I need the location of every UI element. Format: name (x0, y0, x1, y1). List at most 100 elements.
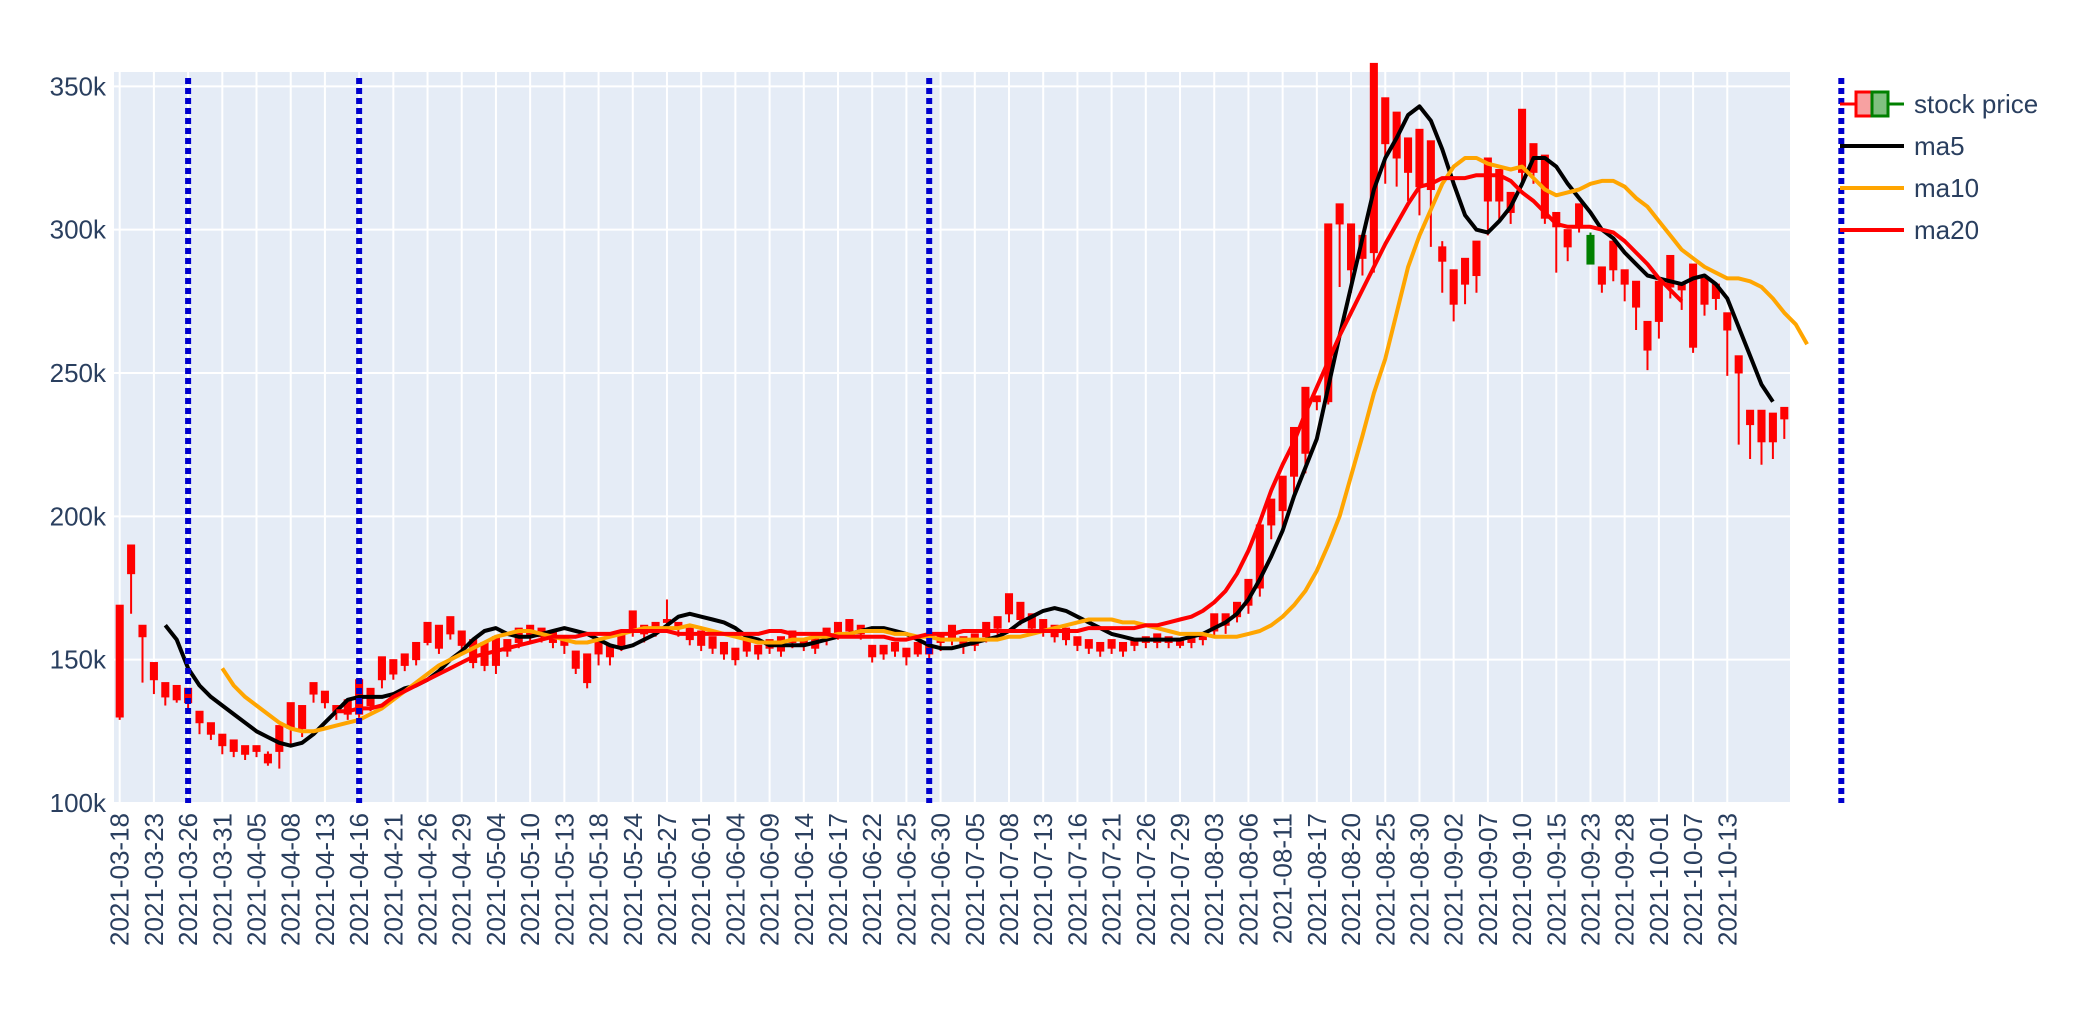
candle-body (1483, 157, 1492, 202)
x-tick-label: 2021-07-13 (1028, 813, 1058, 946)
x-tick-label: 2021-05-10 (515, 813, 545, 946)
candle-body (1381, 97, 1390, 145)
x-tick-label: 2021-04-29 (447, 813, 477, 946)
legend[interactable]: stock price ma5 ma10 ma20 (1840, 89, 2038, 245)
candle-body (229, 739, 238, 752)
y-tick-label: 300k (50, 215, 107, 245)
x-tick-label: 2021-09-28 (1610, 813, 1640, 946)
x-tick-label: 2021-06-22 (857, 813, 887, 946)
ma20-line (336, 173, 1684, 714)
candle-body (890, 641, 900, 652)
legend-increasing-swatch (1870, 90, 1890, 118)
candle-body (241, 745, 250, 755)
candle-body (161, 682, 170, 698)
x-tick-label: 2021-09-15 (1541, 813, 1571, 946)
x-tick-label: 2021-04-21 (378, 813, 408, 946)
legend-label: ma20 (1914, 215, 1979, 245)
x-tick-label: 2021-08-11 (1268, 813, 1298, 944)
candle-body (1757, 409, 1766, 443)
candle-body (263, 753, 272, 764)
y-tick-label: 100k (50, 788, 107, 818)
y-tick-label: 150k (50, 645, 107, 675)
candle-body (1061, 627, 1071, 641)
x-tick-label: 2021-06-25 (891, 813, 921, 946)
candle-body (389, 659, 398, 675)
x-tick-label: 2021-08-25 (1370, 813, 1400, 946)
candle-body (902, 647, 911, 658)
candle-body (320, 690, 329, 704)
x-tick-label: 2021-09-10 (1507, 813, 1537, 946)
x-tick-label: 2021-07-08 (994, 813, 1024, 946)
candle-body (708, 636, 717, 649)
candle-body (1016, 601, 1025, 621)
candle-body (286, 702, 295, 729)
candle-body (457, 630, 466, 646)
candle-body (309, 682, 318, 695)
moving-average-layer (163, 104, 1809, 748)
x-tick-label: 2021-04-13 (310, 813, 340, 946)
x-tick-label: 2021-03-18 (105, 813, 135, 946)
candle-body (400, 653, 409, 666)
x-tick-label: 2021-07-21 (1097, 813, 1127, 946)
candle-body (1495, 168, 1504, 202)
candle-body (731, 647, 740, 661)
candle-body (275, 725, 284, 752)
candle-body (628, 610, 637, 632)
candle-body (1734, 355, 1743, 374)
candle-body (1084, 639, 1093, 649)
x-tick-label: 2021-06-01 (686, 813, 716, 946)
candle-body (115, 604, 124, 718)
x-tick-label: 2021-05-04 (481, 813, 511, 946)
candle-body (1267, 498, 1276, 526)
candle-body (149, 662, 158, 681)
candle-body (1518, 108, 1527, 173)
candle-body (1369, 62, 1378, 254)
candle-body (1096, 641, 1105, 652)
candle-body (1666, 254, 1675, 288)
candle-body (1415, 128, 1424, 188)
x-tick-label: 2021-08-06 (1233, 813, 1263, 946)
candle-body (127, 544, 136, 575)
x-tick-label: 2021-06-30 (926, 813, 956, 946)
candle-body (1632, 280, 1641, 308)
candle-body (434, 624, 443, 649)
x-tick-label: 2021-06-04 (720, 813, 750, 946)
candle-body (1597, 266, 1606, 285)
candle-body (218, 733, 227, 747)
candle-body (1324, 223, 1333, 403)
candle-body (298, 705, 307, 729)
x-tick-label: 2021-04-26 (413, 813, 443, 946)
x-tick-label: 2021-04-05 (242, 813, 272, 946)
candle-body (1723, 312, 1732, 331)
legend-label: stock price (1914, 89, 2038, 119)
legend-item-stock-price[interactable]: stock price (1840, 89, 2038, 119)
vertical-marker-layer (185, 78, 1845, 803)
candle-body (1575, 203, 1584, 228)
x-tick-label: 2021-10-07 (1678, 813, 1708, 946)
legend-item-ma5[interactable]: ma5 (1840, 131, 1965, 161)
candle-body (172, 684, 181, 701)
candle-body (1472, 240, 1481, 277)
candle-body (1107, 639, 1116, 649)
candle-body (446, 616, 455, 635)
x-tick-label: 2021-08-03 (1199, 813, 1229, 946)
legend-item-ma20[interactable]: ma20 (1840, 215, 1979, 245)
x-tick-label: 2021-07-05 (960, 813, 990, 946)
x-tick-label: 2021-06-17 (823, 813, 853, 946)
candle-body (252, 745, 261, 752)
legend-item-ma10[interactable]: ma10 (1840, 173, 1979, 203)
candle-body (1426, 140, 1435, 191)
candle-body (1768, 412, 1777, 443)
candle-body (845, 619, 854, 632)
candle-body (1563, 229, 1572, 248)
candle-body (1461, 257, 1470, 285)
candle-body (1643, 320, 1652, 351)
candle-body (1609, 240, 1618, 271)
candle-body (1347, 223, 1356, 271)
candle-body (1586, 234, 1595, 265)
candle-body (754, 644, 763, 655)
x-tick-label: 2021-06-14 (789, 813, 819, 946)
candle-body (1689, 263, 1698, 348)
x-tick-label: 2021-05-18 (584, 813, 614, 946)
